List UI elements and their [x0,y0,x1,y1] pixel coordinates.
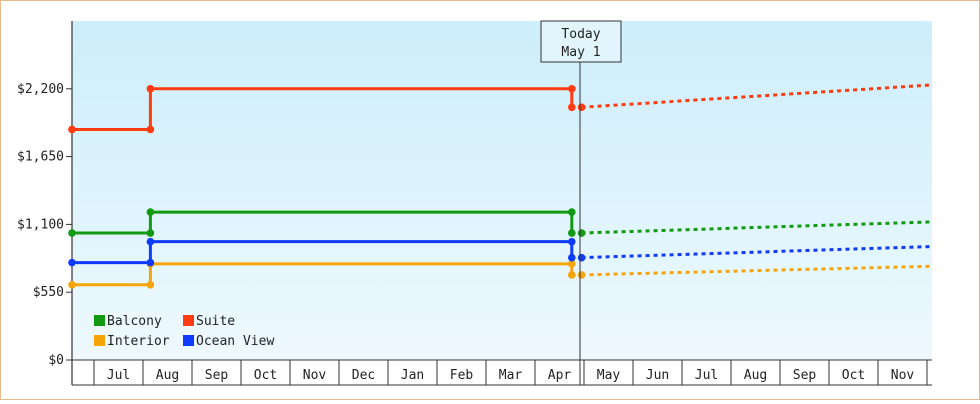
y-axis: $0 $550 $1,100 $1,650 $2,200 [17,21,73,385]
x-tick-label-10: May [597,368,621,383]
series-forecast-balcony [581,220,930,235]
legend-swatch-balcony [94,315,105,326]
data-point-interior-3 [568,260,576,268]
series-forecast-ocean-view [581,245,930,260]
x-tick-label-15: Oct [842,368,865,383]
x-tick-label-6: Jan [401,368,424,383]
legend-swatch-suite [183,315,194,326]
x-tick-label-3: Oct [254,368,277,383]
legend-label-ocean-view: Ocean View [196,334,274,349]
legend: Balcony Suite Interior Ocean View [94,314,274,349]
legend-label-suite: Suite [196,314,235,329]
data-point-interior-1 [146,281,155,289]
legend-swatch-ocean-view [183,335,194,346]
y-tick-label-1-100: $1,100 [17,217,64,232]
legend-item-interior: Interior [94,334,170,349]
data-point-balcony-1 [146,229,155,237]
legend-item-ocean-view: Ocean View [183,334,274,349]
series-forecast-interior [581,264,930,277]
today-label: Today [561,27,600,42]
data-point-ocean-view-5 [577,253,586,262]
x-tick-label-4: Nov [303,368,327,383]
series-forecast-suite [581,83,930,109]
legend-swatch-interior [94,335,105,346]
data-point-ocean-view-1 [146,258,155,267]
x-axis-band: Jul Aug Sep Oct Nov Dec Jan Feb Mar Apr May Jun Jul A… [71,359,932,386]
data-point-balcony-4 [568,229,576,237]
data-point-interior-5 [577,271,586,279]
data-point-balcony-5 [577,229,586,237]
today-box [540,20,622,63]
data-point-ocean-view-2 [146,237,155,246]
series-balcony [68,208,930,237]
series-suite [68,83,930,134]
data-point-ocean-view-3 [568,237,576,246]
data-point-balcony-3 [568,208,576,216]
series-layer [68,83,930,289]
x-tick-label-0: Jul [107,368,130,383]
x-tick-label-5: Dec [352,368,375,383]
data-point-suite-2 [146,85,155,93]
today-marker: Today May 1 [540,20,622,385]
legend-label-balcony: Balcony [107,314,162,329]
data-point-ocean-view-0 [68,258,76,267]
data-point-ocean-view-4 [568,253,576,262]
legend-item-balcony: Balcony [94,314,162,329]
x-tick-label-11: Jun [646,368,669,383]
data-point-suite-1 [146,125,155,134]
x-tick-label-13: Aug [744,368,767,383]
y-tick-label-1-650: $1,650 [17,150,64,165]
x-tick-label-1: Aug [156,368,179,383]
y-tick-label-550: $550 [33,285,64,300]
legend-item-suite: Suite [183,314,235,329]
plot-background [72,21,932,360]
y-tick-label-0: $0 [48,353,64,368]
x-tick-label-8: Mar [499,368,523,383]
data-point-balcony-0 [68,229,76,237]
x-tick-label-12: Jul [695,368,718,383]
x-tick-label-14: Sep [793,368,817,383]
x-tick-label-2: Sep [205,368,229,383]
data-point-suite-3 [568,85,576,93]
x-tick-label-16: Nov [891,368,915,383]
data-point-balcony-2 [146,208,155,216]
data-point-interior-0 [68,281,76,289]
x-tick-label-7: Feb [450,368,474,383]
x-tick-label-9: Apr [548,368,572,383]
legend-label-interior: Interior [107,334,170,349]
data-point-suite-4 [568,103,576,112]
data-point-suite-0 [68,125,76,134]
y-tick-label-2-200: $2,200 [17,82,64,97]
data-point-suite-5 [577,103,586,112]
data-point-interior-4 [568,271,576,279]
today-date: May 1 [561,45,600,60]
